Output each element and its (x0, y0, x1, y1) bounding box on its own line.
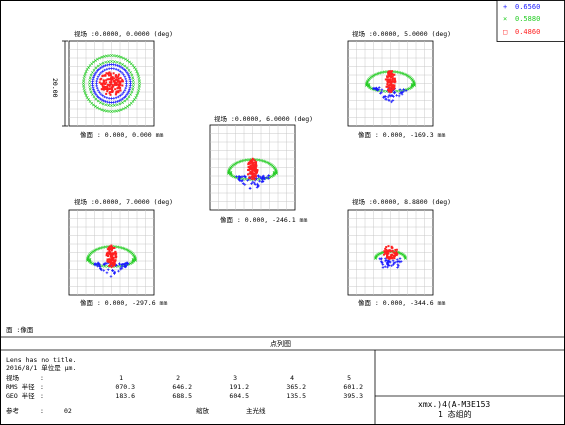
spot-plot-5 (347, 209, 434, 296)
info-line2: 2016/8/1 单位是 µm. (6, 364, 77, 372)
spot5-image-label: 像面 : 0.000, -344.6 mm (358, 299, 446, 307)
spot-plot-1 (62, 40, 155, 127)
legend-label-1: 0.6560 (515, 3, 541, 11)
info-sep-ref: : (40, 407, 44, 415)
legend-label-2: 0.5880 (515, 15, 541, 23)
info-geo-4: 135.5 (286, 392, 306, 400)
info-col-2: 2 (176, 374, 180, 382)
spot4-field-label: 视场 :0.0000, 7.0000 (deg) (74, 198, 174, 206)
surface-label: 面 :像面 (6, 326, 34, 334)
titlebox-line1: xmx.)4(A-M3E153 (418, 400, 491, 409)
titlebox-line2: 1 态组的 (438, 410, 472, 419)
info-geo-3: 604.5 (229, 392, 249, 400)
spot-plot-2 (347, 40, 434, 127)
legend-symbol-2: × (503, 15, 508, 23)
info-geo-2: 688.5 (172, 392, 192, 400)
info-row-label-ref: 参考 (6, 407, 19, 415)
info-rms-5: 601.2 (343, 383, 363, 391)
info-sep-geo: : (40, 392, 44, 400)
info-rms-3: 191.2 (229, 383, 249, 391)
info-geo-1: 183.6 (115, 392, 135, 400)
spot4-image-label: 像面 : 0.000, -297.6 mm (80, 299, 168, 307)
info-rms-4: 365.2 (286, 383, 306, 391)
spot3-image-label: 像面 : 0.000, -246.1 mm (220, 216, 308, 224)
spot3-field-label: 视场 :0.0000, 6.0000 (deg) (214, 115, 314, 123)
info-rms-1: 070.3 (115, 383, 135, 391)
spot5-field-label: 视场 :0.0000, 8.8800 (deg) (352, 198, 452, 206)
spot-plot-4 (68, 209, 155, 296)
info-row-label-geo: GEO 半径 (6, 392, 35, 400)
info-col-1: 1 (119, 374, 123, 382)
legend-symbol-3: □ (503, 28, 508, 36)
info-col-3: 3 (233, 374, 237, 382)
legend-symbol-1: + (503, 3, 508, 11)
info-ref-chief: 主光线 (246, 407, 266, 415)
spot1-field-label: 视场 :0.0000, 0.0000 (deg) (74, 30, 174, 38)
info-row-label-field: 视场 (6, 374, 19, 382)
legend-label-3: 0.4860 (515, 28, 541, 36)
info-sep-rms: : (40, 383, 44, 391)
spot1-image-label: 像面 : 0.000, 0.000 mm (80, 131, 164, 139)
info-ref-value: 02 (64, 407, 72, 415)
spot-plot-3 (209, 124, 296, 211)
spot1-scale-label: 20.00 (51, 78, 59, 98)
legend-box (496, 0, 565, 42)
spot2-image-label: 像面 : 0.000, -169.3 mm (358, 131, 446, 139)
info-rms-2: 646.2 (172, 383, 192, 391)
section-title: 点列图 (270, 340, 291, 348)
info-geo-5: 395.3 (343, 392, 363, 400)
info-col-5: 5 (347, 374, 351, 382)
spot2-field-label: 视场 :0.0000, 5.0000 (deg) (352, 30, 452, 38)
info-sep-field: : (40, 374, 44, 382)
info-ref-scale: 缩放 (196, 407, 209, 415)
info-col-4: 4 (290, 374, 294, 382)
info-row-label-rms: RMS 半径 (6, 383, 35, 391)
info-line1: Lens has no title. (6, 356, 77, 364)
